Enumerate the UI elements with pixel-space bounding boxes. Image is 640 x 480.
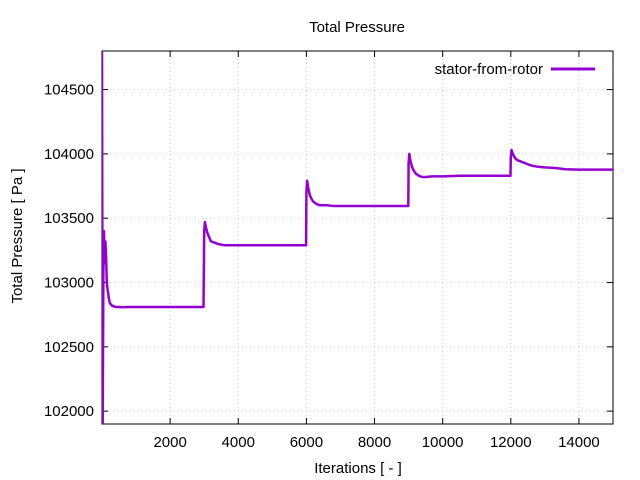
x-axis-title: Iterations [ - ] <box>314 460 402 477</box>
y-tick-label: 104000 <box>44 146 94 163</box>
legend-label-stator-from-rotor: stator-from-rotor <box>435 61 543 78</box>
y-tick-label: 102000 <box>44 403 94 420</box>
y-tick-label: 102500 <box>44 339 94 356</box>
y-tick-label: 103500 <box>44 210 94 227</box>
axis-ticks: 2000 4000 6000 8000 10000 12000 14000 102000 102… <box>44 51 613 451</box>
y-axis-title: Total Pressure [ Pa ] <box>9 168 26 303</box>
chart-title: Total Pressure <box>309 19 405 36</box>
y-tick-label: 103000 <box>44 275 94 292</box>
x-tick-label: 4000 <box>222 434 255 451</box>
x-tick-label: 14000 <box>558 434 600 451</box>
x-tick-label: 6000 <box>290 434 323 451</box>
x-tick-label: 10000 <box>422 434 464 451</box>
legend: stator-from-rotor <box>435 61 595 78</box>
y-tick-label: 104500 <box>44 82 94 99</box>
x-tick-label: 12000 <box>490 434 532 451</box>
x-tick-label: 8000 <box>358 434 391 451</box>
series-line-0 <box>102 51 613 424</box>
x-tick-label: 2000 <box>153 434 186 451</box>
series-layer <box>102 51 613 424</box>
